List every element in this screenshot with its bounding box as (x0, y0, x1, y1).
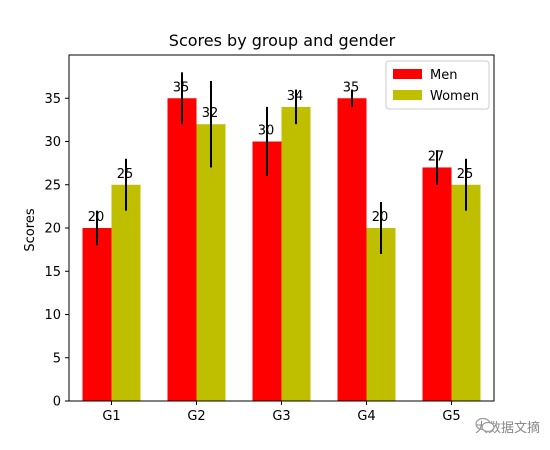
y-tick-label: 25 (44, 178, 61, 193)
value-label-women-g1: 25 (117, 167, 134, 182)
bar-women-g3 (281, 106, 311, 402)
y-tick-label: 35 (44, 92, 61, 107)
bar-women-g2 (196, 124, 226, 401)
bar-men-g1 (82, 228, 112, 401)
value-label-men-g2: 35 (173, 80, 190, 95)
value-label-women-g2: 32 (202, 106, 219, 121)
value-labels-layer: 20 25 35 32 30 34 35 20 27 25 (88, 80, 474, 225)
value-label-men-g4: 35 (343, 80, 360, 95)
value-label-women-g5: 25 (457, 167, 474, 182)
legend-swatch-men (393, 69, 422, 79)
chart-title: Scores by group and gender (169, 31, 396, 50)
y-tick-label: 10 (44, 308, 61, 323)
error-bars-layer (96, 72, 467, 254)
bar-women-g1 (111, 184, 141, 401)
x-tick-label-g1: G1 (102, 409, 120, 424)
bar-men-g2 (167, 98, 197, 401)
y-tick-label: 20 (44, 222, 61, 237)
bars-layer (82, 98, 481, 402)
y-axis: 0 5 10 15 20 25 30 35 (44, 92, 69, 410)
legend-label-men: Men (430, 68, 457, 83)
watermark: 大数据文摘 (475, 417, 540, 436)
y-axis-label: Scores (23, 208, 38, 251)
chat-bubble-icon (475, 417, 495, 433)
legend-label-women: Women (430, 89, 479, 104)
bar-men-g4 (337, 98, 367, 401)
bar-men-g5 (422, 167, 452, 401)
x-tick-label-g5: G5 (442, 409, 460, 424)
bar-women-g5 (451, 184, 481, 401)
y-tick-label: 5 (53, 351, 61, 366)
value-label-men-g1: 20 (88, 210, 105, 225)
bar-men-g3 (252, 141, 282, 401)
legend: Men Women (385, 60, 490, 110)
x-axis: G1 G2 G3 G4 G5 (102, 401, 461, 424)
y-tick-label: 30 (44, 135, 61, 150)
value-label-women-g3: 34 (287, 89, 304, 104)
value-label-women-g4: 20 (372, 210, 389, 225)
x-tick-label-g4: G4 (357, 409, 375, 424)
legend-swatch-women (393, 90, 422, 100)
y-tick-label: 15 (44, 265, 61, 280)
bar-women-g4 (366, 228, 396, 401)
x-tick-label-g2: G2 (187, 409, 205, 424)
y-tick-label: 0 (53, 395, 61, 410)
value-label-men-g5: 27 (428, 149, 445, 164)
value-label-men-g3: 30 (258, 124, 275, 139)
x-tick-label-g3: G3 (272, 409, 290, 424)
plot-frame (68, 54, 495, 402)
